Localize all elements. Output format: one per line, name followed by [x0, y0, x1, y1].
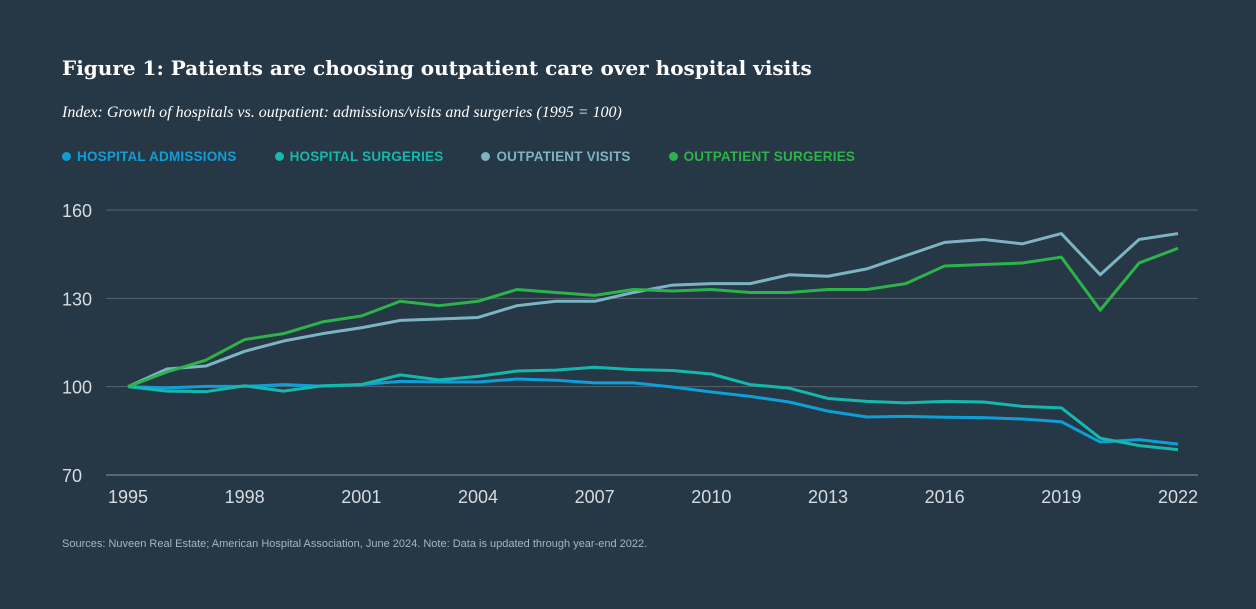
y-tick-label: 100: [62, 378, 92, 398]
x-tick-label: 2013: [808, 487, 848, 507]
legend-item: HOSPITAL ADMISSIONS: [62, 149, 237, 164]
legend-dot-icon: [481, 152, 491, 161]
x-tick-label: 2007: [575, 487, 615, 507]
chart-title: Figure 1: Patients are choosing outpatie…: [62, 56, 812, 80]
series-line-outpatient-visits: [127, 232, 1179, 389]
x-tick-label: 2004: [458, 487, 498, 507]
x-tick-label: 1998: [225, 487, 265, 507]
x-tick-label: 2016: [925, 487, 965, 507]
source-note: Sources: Nuveen Real Estate; American Ho…: [62, 538, 648, 550]
y-tick-label: 70: [62, 466, 82, 486]
legend-item: OUTPATIENT SURGERIES: [668, 149, 856, 164]
x-tick-label: 2001: [341, 487, 381, 507]
legend-item: HOSPITAL SURGERIES: [274, 149, 444, 164]
legend-label: OUTPATIENT SURGERIES: [683, 149, 856, 164]
legend-label: HOSPITAL SURGERIES: [289, 149, 444, 164]
chart-subtitle: Index: Growth of hospitals vs. outpatien…: [62, 104, 622, 121]
legend-dot-icon: [274, 152, 284, 161]
x-tick-label: 2022: [1158, 487, 1198, 507]
y-tick-label: 130: [62, 289, 92, 309]
x-tick-label: 2010: [691, 487, 731, 507]
series-line-outpatient-surgeries: [127, 246, 1179, 389]
series-line-hospital-admissions: [127, 377, 1179, 446]
legend-item: OUTPATIENT VISITS: [481, 149, 630, 164]
legend-dot-icon: [668, 152, 678, 161]
legend-label: OUTPATIENT VISITS: [496, 149, 631, 164]
y-tick-label: 160: [62, 201, 92, 221]
x-tick-label: 2019: [1041, 487, 1081, 507]
x-tick-label: 1995: [108, 487, 148, 507]
legend-dot-icon: [62, 152, 71, 161]
legend-label: HOSPITAL ADMISSIONS: [77, 149, 237, 164]
series-line-hospital-surgeries: [127, 365, 1179, 452]
legend: HOSPITAL ADMISSIONS HOSPITAL SURGERIES OUT…: [62, 149, 893, 164]
